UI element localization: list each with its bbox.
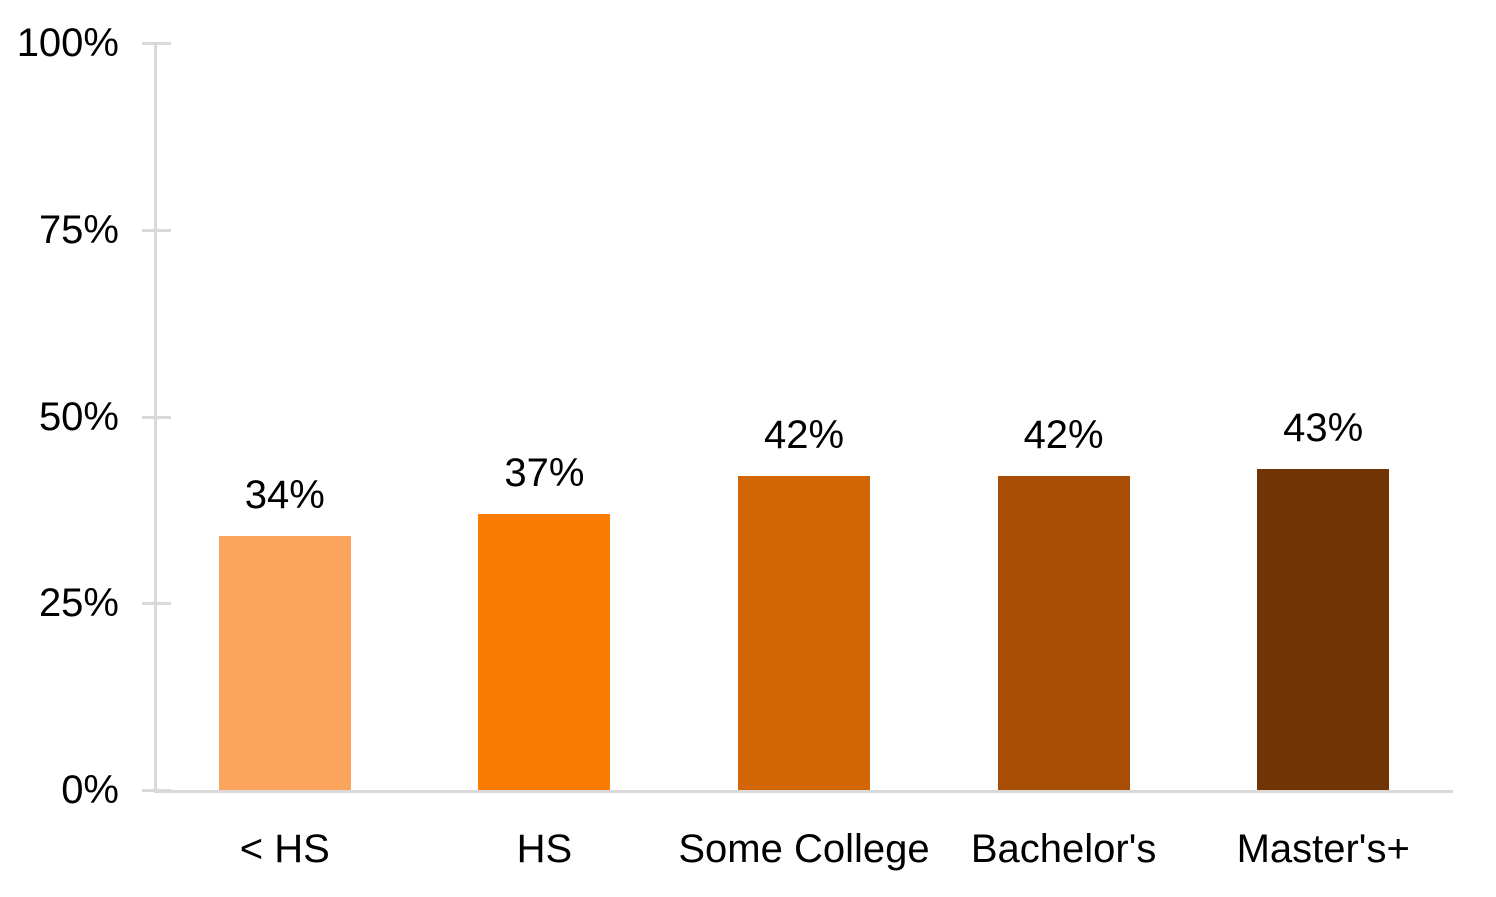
y-tick-label: 50% <box>38 394 119 439</box>
y-tick-mark <box>142 789 171 792</box>
value-label: 43% <box>1283 405 1364 450</box>
y-tick-mark <box>142 415 171 419</box>
y-tick-label: 75% <box>38 207 119 252</box>
y-tick-mark <box>142 228 171 232</box>
bar-< HS <box>218 536 351 790</box>
category-label: < HS <box>239 827 330 871</box>
x-axis-baseline <box>154 790 1453 793</box>
y-tick-mark <box>142 602 171 606</box>
value-label: 37% <box>504 450 585 495</box>
bar-Bachelor's <box>997 476 1130 790</box>
value-label: 34% <box>244 473 325 518</box>
y-tick-mark <box>142 42 171 45</box>
category-label: Master's+ <box>1236 827 1410 871</box>
value-label: 42% <box>763 413 845 458</box>
value-label: 42% <box>1023 413 1104 458</box>
bar-Some College <box>738 476 870 790</box>
y-tick-label: 0% <box>61 768 119 812</box>
bar-HS <box>478 513 611 790</box>
category-label: Bachelor's <box>970 827 1157 871</box>
category-label: HS <box>516 827 573 871</box>
y-tick-label: 100% <box>16 21 119 65</box>
y-tick-label: 25% <box>38 581 119 626</box>
bar-Master's+ <box>1257 468 1390 790</box>
category-label: Some College <box>678 827 930 871</box>
